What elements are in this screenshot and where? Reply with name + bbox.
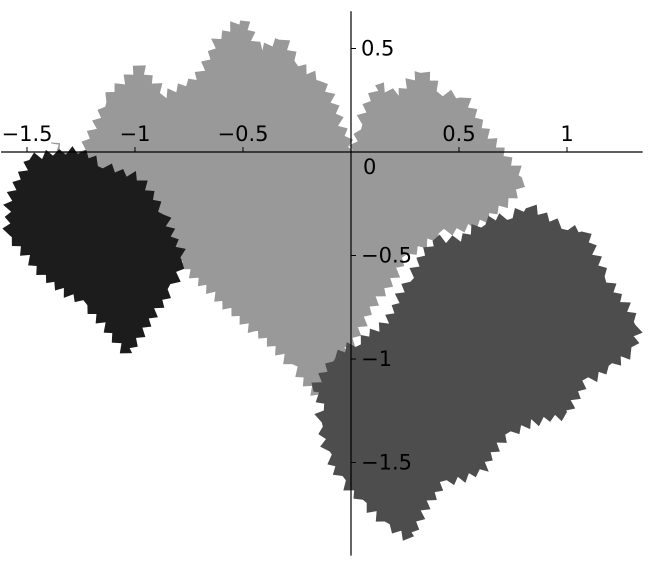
y-tick-label: −1	[361, 347, 392, 371]
origin-label: 0	[363, 155, 376, 179]
series-region-2	[2, 146, 186, 354]
x-tick-label: 1	[560, 122, 573, 146]
series-layer	[2, 20, 643, 541]
series-region-3	[311, 204, 643, 541]
x-tick-label: 0.5	[442, 122, 475, 146]
x-tick-label: −0.5	[218, 122, 269, 146]
x-tick-label: −1.5	[2, 122, 53, 146]
y-tick-label: −0.5	[361, 244, 412, 268]
axes	[1, 11, 643, 556]
series-region-1	[51, 20, 525, 396]
y-tick-label: 0.5	[361, 37, 394, 61]
x-tick-label: −1	[120, 122, 151, 146]
y-tick-label: −1.5	[361, 451, 412, 475]
ticks: −1.5 −1 −0.5 0.5 1 0.5 −0.5 −1 −1.5	[2, 37, 574, 475]
